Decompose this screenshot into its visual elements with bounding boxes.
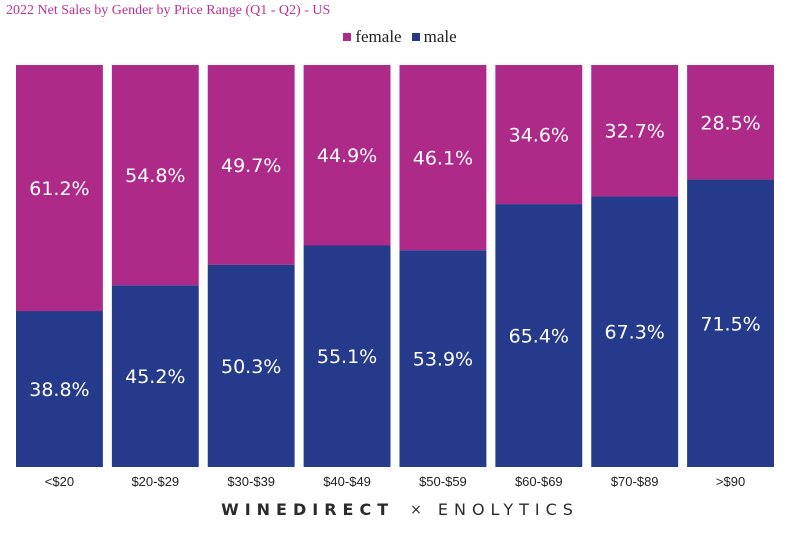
data-label-female-1: 54.8% <box>125 165 185 187</box>
bar-male-1 <box>111 285 199 467</box>
data-label-female-3: 44.9% <box>317 145 377 167</box>
data-label-female-2: 49.7% <box>221 155 281 177</box>
legend-item-female: female <box>343 27 402 47</box>
winedirect-logo: WINEDIRECT <box>221 500 395 519</box>
x-tick-label-2: $30-$39 <box>227 474 275 489</box>
bar-female-4 <box>399 65 487 251</box>
chart-title: 2022 Net Sales by Gender by Price Range … <box>6 3 331 18</box>
data-label-male-4: 53.9% <box>413 349 473 371</box>
data-label-male-3: 55.1% <box>317 346 377 368</box>
bar-female-3 <box>303 65 391 246</box>
x-tick-label-5: $60-$69 <box>515 474 563 489</box>
footer-branding: WINEDIRECT × ENOLYTICS <box>0 500 800 519</box>
data-label-female-5: 34.6% <box>509 125 569 147</box>
legend-swatch-female <box>343 33 352 41</box>
x-tick-label-4: $50-$59 <box>419 474 467 489</box>
data-label-female-0: 61.2% <box>29 178 89 200</box>
enolytics-logo: ENOLYTICS <box>437 500 579 519</box>
bar-male-0 <box>16 311 103 467</box>
bar-male-7 <box>687 179 774 467</box>
data-label-female-4: 46.1% <box>413 148 473 170</box>
legend-label-female: female <box>355 27 402 46</box>
x-tick-label-1: $20-$29 <box>131 474 179 489</box>
x-tick-label-3: $40-$49 <box>323 474 371 489</box>
x-tick-label-6: $70-$89 <box>611 474 659 489</box>
data-label-male-2: 50.3% <box>221 356 281 378</box>
data-label-male-5: 65.4% <box>509 326 569 348</box>
data-label-male-7: 71.5% <box>700 313 760 335</box>
legend: female male <box>0 27 800 47</box>
bar-female-6 <box>591 65 679 197</box>
bar-female-1 <box>111 65 199 286</box>
data-label-female-6: 32.7% <box>605 121 665 143</box>
x-tick-label-7: >$90 <box>716 474 745 489</box>
data-label-male-0: 38.8% <box>29 379 89 401</box>
data-label-female-7: 28.5% <box>700 112 760 134</box>
legend-item-male: male <box>411 27 457 47</box>
brand-separator: × <box>410 501 422 518</box>
bar-male-2 <box>207 264 295 467</box>
legend-swatch-male <box>411 33 420 41</box>
data-label-male-6: 67.3% <box>605 322 665 344</box>
bar-male-5 <box>495 204 583 468</box>
bar-female-2 <box>207 65 295 265</box>
legend-label-male: male <box>423 27 457 46</box>
bar-female-0 <box>16 65 103 312</box>
bar-male-4 <box>399 250 487 467</box>
bar-male-6 <box>591 196 679 468</box>
data-label-male-1: 45.2% <box>125 366 185 388</box>
x-tick-label-0: <$20 <box>45 474 74 489</box>
bar-female-7 <box>687 65 774 180</box>
bar-male-3 <box>303 245 391 467</box>
bar-female-5 <box>495 65 583 205</box>
